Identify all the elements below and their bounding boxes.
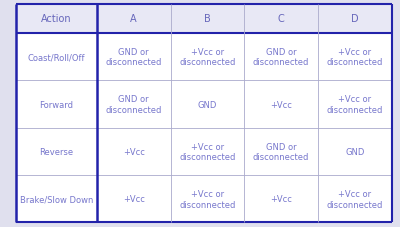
Text: +Vcc or
disconnected: +Vcc or disconnected [327,48,383,67]
Bar [97,128,170,175]
Text: +Vcc or
disconnected: +Vcc or disconnected [179,189,236,209]
Text: GND or
disconnected: GND or disconnected [253,142,309,161]
Bar [170,5,244,34]
Bar [318,5,392,34]
Text: GND or
disconnected: GND or disconnected [253,48,309,67]
Text: Reverse: Reverse [39,147,74,156]
Text: +Vcc: +Vcc [270,100,292,109]
Bar [318,34,392,81]
Text: D: D [351,14,359,24]
Bar [97,34,170,81]
Bar [318,81,392,128]
Bar [97,5,170,34]
Text: Coast/Roll/Off: Coast/Roll/Off [28,53,85,62]
Bar [170,81,244,128]
Bar [318,175,392,222]
Text: Brake/Slow Down: Brake/Slow Down [20,195,93,203]
Bar [244,175,318,222]
Text: +Vcc: +Vcc [270,195,292,203]
Bar [16,5,97,34]
Bar [16,175,97,222]
Bar [16,81,97,128]
Bar [97,175,170,222]
Bar [244,34,318,81]
Bar [97,81,170,128]
Text: C: C [278,14,284,24]
Text: A: A [130,14,137,24]
Bar [16,34,97,81]
Text: +Vcc or
disconnected: +Vcc or disconnected [327,95,383,114]
Text: +Vcc or
disconnected: +Vcc or disconnected [179,48,236,67]
Text: GND or
disconnected: GND or disconnected [106,48,162,67]
Text: GND or
disconnected: GND or disconnected [106,95,162,114]
Text: GND: GND [345,147,365,156]
Text: Action: Action [41,14,72,24]
Text: GND: GND [198,100,217,109]
Bar [16,128,97,175]
Bar [170,175,244,222]
Text: +Vcc or
disconnected: +Vcc or disconnected [327,189,383,209]
Text: +Vcc: +Vcc [123,195,145,203]
Bar [170,34,244,81]
Bar [170,128,244,175]
Bar [244,81,318,128]
Bar [244,128,318,175]
Text: +Vcc or
disconnected: +Vcc or disconnected [179,142,236,161]
Text: B: B [204,14,211,24]
Text: +Vcc: +Vcc [123,147,145,156]
Bar [244,5,318,34]
Bar [318,128,392,175]
Text: Forward: Forward [40,100,74,109]
